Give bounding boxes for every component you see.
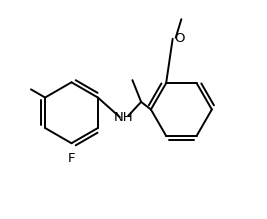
Text: O: O xyxy=(174,32,184,45)
Text: NH: NH xyxy=(114,111,134,124)
Text: F: F xyxy=(68,152,75,165)
